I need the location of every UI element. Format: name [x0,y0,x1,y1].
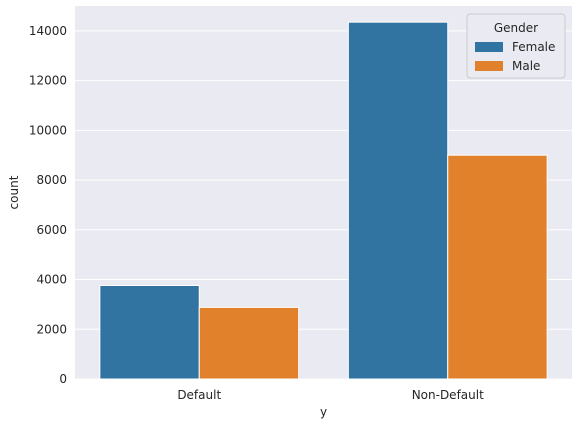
bars [99,21,548,380]
y-axis-title: count [7,175,21,209]
bar-male-default [198,306,300,380]
bar-female-default [99,285,200,380]
x-tick-label: Non-Default [412,388,484,402]
y-axis-ticks: 0 2000 4000 6000 8000 10000 12000 14000 [29,24,67,386]
y-tick-label: 0 [59,372,67,386]
y-tick-label: 8000 [36,173,67,187]
x-tick-label: Default [177,388,221,402]
y-tick-label: 6000 [36,223,67,237]
y-tick-label: 12000 [29,74,67,88]
x-axis-title: y [320,405,327,419]
y-tick-label: 10000 [29,123,67,137]
legend-label-male: Male [512,59,540,73]
legend: Gender Female Male [466,13,566,79]
bar-female-non-default [347,21,449,380]
legend-swatch-female [475,42,503,52]
legend-label-female: Female [512,40,555,54]
y-tick-label: 14000 [29,24,67,38]
y-tick-label: 4000 [36,273,67,287]
bar-male-non-default [447,154,548,380]
legend-title: Gender [494,21,538,35]
x-axis-ticks: Default Non-Default [177,388,484,402]
y-tick-label: 2000 [36,322,67,336]
legend-swatch-male [475,61,503,71]
